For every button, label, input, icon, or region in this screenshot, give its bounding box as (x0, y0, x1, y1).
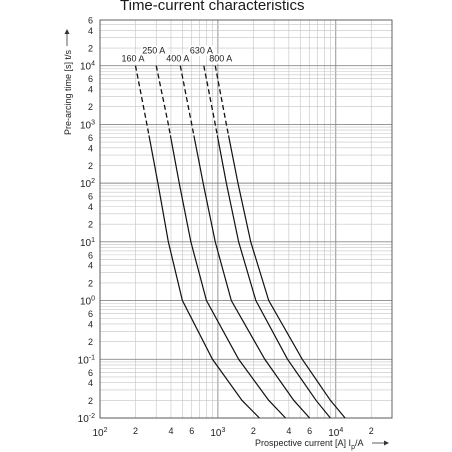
series-label: 630 A (190, 46, 213, 56)
series-label-bg (188, 45, 215, 56)
x-tick-label: 104 (328, 427, 343, 439)
curve (148, 135, 260, 419)
y-axis-arrow-head (64, 29, 70, 34)
x-axis-arrow-head (384, 440, 389, 446)
curve-dashed (155, 65, 172, 136)
y-tick-label: 104 (80, 61, 95, 73)
y-tick-label: 2 (88, 337, 93, 347)
curve (193, 135, 311, 419)
y-tick-label: 10-1 (78, 354, 95, 366)
series-label-bg (141, 45, 168, 56)
series-label-bg (165, 53, 192, 64)
x-tick-label: 4 (286, 426, 291, 436)
series-label: 800 A (209, 54, 232, 64)
x-tick-label: 103 (210, 427, 225, 439)
y-tick-label: 102 (80, 178, 95, 190)
chart-title: Time-current characteristics (120, 0, 305, 14)
y-tick-label: 2 (88, 220, 93, 230)
x-tick-label: 6 (189, 426, 194, 436)
plot-frame (99, 19, 393, 419)
y-tick-label: 6 (88, 368, 93, 378)
y-tick-label: 4 (88, 143, 93, 153)
y-tick-label: 100 (80, 296, 95, 308)
y-tick-label: 4 (88, 85, 93, 95)
x-tick-label: 4 (168, 426, 173, 436)
y-tick-label: 4 (88, 26, 93, 36)
y-tick-label: 6 (88, 74, 93, 84)
y-tick-label: 4 (88, 202, 93, 212)
y-tick-label: 2 (88, 396, 93, 406)
curve (216, 135, 331, 419)
y-tick-label: 103 (80, 119, 95, 131)
y-tick-label: 2 (88, 102, 93, 112)
y-axis-label: Pre-arcing time [s] t/s (63, 49, 73, 135)
y-tick-label: 2 (88, 278, 93, 288)
series-label: 400 A (166, 54, 189, 64)
x-axis-label: Prospective current [A] Ip/A (255, 438, 363, 451)
y-tick-label: 6 (88, 250, 93, 260)
series-label-bg (208, 53, 235, 64)
x-tick-label: 102 (92, 427, 107, 439)
series-label-bg (120, 53, 147, 64)
series-curves (134, 65, 346, 419)
y-tick-label: 6 (88, 192, 93, 202)
axis-titles: Prospective current [A] Ip/A Pre-arcing t… (63, 29, 389, 451)
curve-dashed (214, 65, 230, 136)
y-tick-label: 101 (80, 237, 95, 249)
y-tick-label: 2 (88, 161, 93, 171)
curve (227, 135, 346, 419)
x-tick-label: 6 (307, 426, 312, 436)
x-tick-label: 2 (251, 426, 256, 436)
curve (169, 135, 286, 419)
y-tick-label: 6 (88, 309, 93, 319)
y-tick-label: 2 (88, 44, 93, 54)
y-tick-label: 4 (88, 319, 93, 329)
curve-dashed (134, 65, 150, 136)
curve-dashed (179, 65, 195, 136)
x-tick-label: 2 (369, 426, 374, 436)
y-tick-label: 6 (88, 16, 93, 26)
y-tick-label: 10-2 (78, 413, 95, 425)
series-label: 160 A (121, 54, 144, 64)
y-tick-label: 4 (88, 261, 93, 271)
curve-dashed (203, 65, 218, 136)
x-tick-label: 2 (133, 426, 138, 436)
y-tick-label: 6 (88, 133, 93, 143)
y-tick-label: 4 (88, 378, 93, 388)
series-label: 250 A (142, 46, 165, 56)
